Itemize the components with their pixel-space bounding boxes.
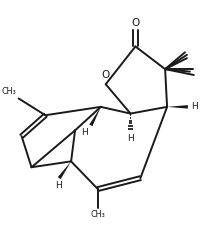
Polygon shape: [89, 107, 101, 126]
Text: H: H: [191, 102, 198, 111]
Text: H: H: [81, 128, 88, 137]
Text: H: H: [55, 181, 62, 190]
Text: CH₃: CH₃: [90, 211, 105, 219]
Polygon shape: [167, 105, 188, 109]
Text: CH₃: CH₃: [2, 88, 17, 97]
Text: O: O: [101, 70, 109, 80]
Text: O: O: [131, 18, 140, 28]
Text: H: H: [127, 134, 134, 143]
Polygon shape: [58, 161, 71, 179]
